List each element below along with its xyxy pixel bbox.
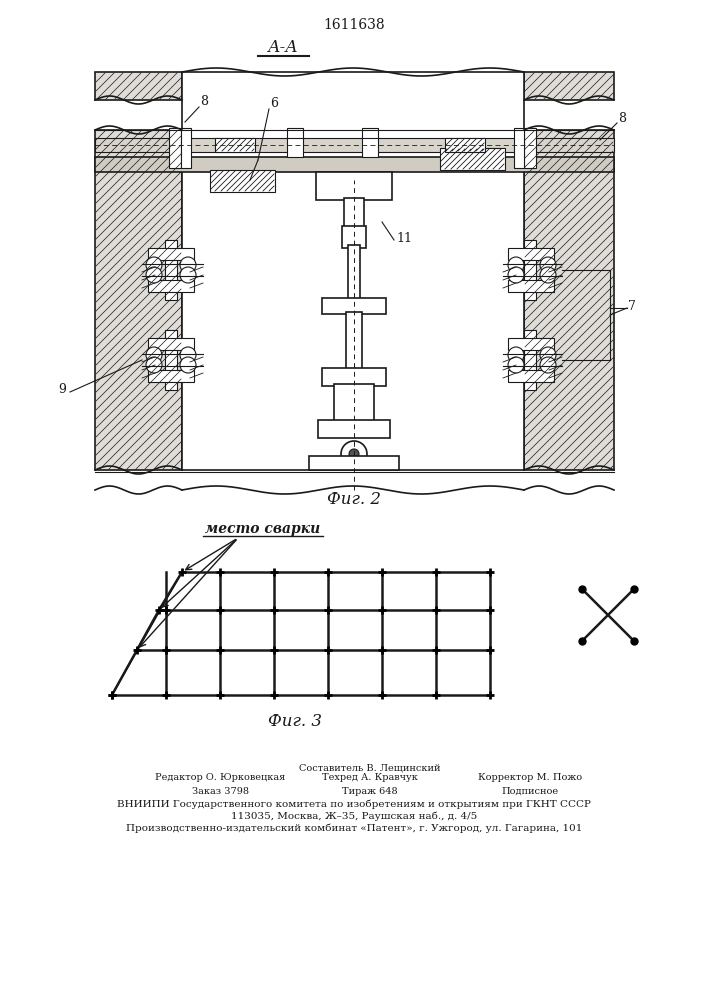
Text: 8: 8: [200, 95, 208, 108]
Text: ВНИИПИ Государственного комитета по изобретениям и открытиям при ГКНТ СССР: ВНИИПИ Государственного комитета по изоб…: [117, 799, 591, 809]
Bar: [344, 198, 364, 228]
Bar: [148, 370, 194, 382]
Text: 9: 9: [58, 383, 66, 396]
Bar: [96, 101, 181, 129]
Bar: [524, 128, 536, 168]
Bar: [165, 240, 177, 300]
Text: Составитель В. Лещинский: Составитель В. Лещинский: [299, 764, 440, 772]
Bar: [169, 128, 181, 168]
Text: А-А: А-А: [267, 39, 298, 56]
Bar: [95, 138, 614, 152]
Bar: [524, 130, 614, 470]
Text: Подписное: Подписное: [501, 786, 559, 796]
Bar: [525, 101, 613, 129]
Bar: [322, 368, 386, 386]
Bar: [508, 280, 554, 292]
Bar: [165, 330, 177, 390]
Bar: [309, 456, 399, 470]
Bar: [148, 280, 194, 292]
Text: Редактор О. Юрковецкая: Редактор О. Юрковецкая: [155, 774, 285, 782]
Bar: [318, 420, 390, 438]
Text: 113035, Москва, Ж–35, Раушская наб., д. 4/5: 113035, Москва, Ж–35, Раушская наб., д. …: [231, 811, 477, 821]
Circle shape: [508, 267, 524, 283]
Circle shape: [146, 267, 162, 283]
Circle shape: [146, 347, 162, 363]
Circle shape: [508, 357, 524, 373]
Text: 7: 7: [628, 300, 636, 313]
Circle shape: [349, 449, 359, 459]
Circle shape: [508, 347, 524, 363]
Bar: [445, 138, 485, 152]
Circle shape: [146, 357, 162, 373]
Bar: [524, 72, 614, 100]
Bar: [342, 226, 366, 248]
Text: место сварки: место сварки: [205, 522, 321, 536]
Bar: [96, 471, 181, 489]
Bar: [440, 148, 505, 170]
Circle shape: [540, 267, 556, 283]
Text: Тираж 648: Тираж 648: [342, 786, 398, 796]
Bar: [348, 245, 360, 300]
Bar: [287, 137, 303, 157]
Circle shape: [540, 257, 556, 273]
Bar: [362, 128, 378, 138]
Bar: [346, 312, 362, 370]
Bar: [287, 128, 303, 138]
Bar: [148, 338, 194, 350]
Bar: [181, 128, 191, 168]
Bar: [148, 248, 194, 260]
Bar: [95, 157, 614, 172]
Bar: [316, 172, 392, 200]
Circle shape: [180, 347, 196, 363]
Text: 8: 8: [618, 112, 626, 125]
Bar: [508, 248, 554, 260]
Bar: [182, 72, 524, 470]
Text: Фиг. 2: Фиг. 2: [327, 491, 381, 508]
Circle shape: [508, 257, 524, 273]
Circle shape: [146, 257, 162, 273]
Bar: [362, 137, 378, 157]
Text: Фиг. 3: Фиг. 3: [268, 714, 322, 730]
Bar: [322, 298, 386, 314]
Bar: [334, 384, 374, 422]
Bar: [525, 471, 613, 489]
Text: Заказ 3798: Заказ 3798: [192, 786, 248, 796]
Bar: [524, 240, 536, 300]
Bar: [508, 370, 554, 382]
Bar: [524, 330, 536, 390]
Text: Корректор М. Пожо: Корректор М. Пожо: [478, 774, 582, 782]
Bar: [514, 128, 524, 168]
Bar: [183, 471, 523, 489]
Circle shape: [341, 441, 367, 467]
Circle shape: [180, 267, 196, 283]
Text: 11: 11: [396, 232, 412, 245]
Circle shape: [180, 357, 196, 373]
Bar: [95, 130, 182, 470]
Text: Производственно-издательский комбинат «Патент», г. Ужгород, ул. Гагарина, 101: Производственно-издательский комбинат «П…: [126, 823, 582, 833]
Text: Техред А. Кравчук: Техред А. Кравчук: [322, 774, 418, 782]
Text: 6: 6: [270, 97, 278, 110]
Bar: [215, 138, 255, 152]
Circle shape: [180, 257, 196, 273]
Text: 1611638: 1611638: [323, 18, 385, 32]
Bar: [210, 170, 275, 192]
Circle shape: [540, 347, 556, 363]
Bar: [95, 72, 182, 100]
Circle shape: [540, 357, 556, 373]
Bar: [508, 338, 554, 350]
